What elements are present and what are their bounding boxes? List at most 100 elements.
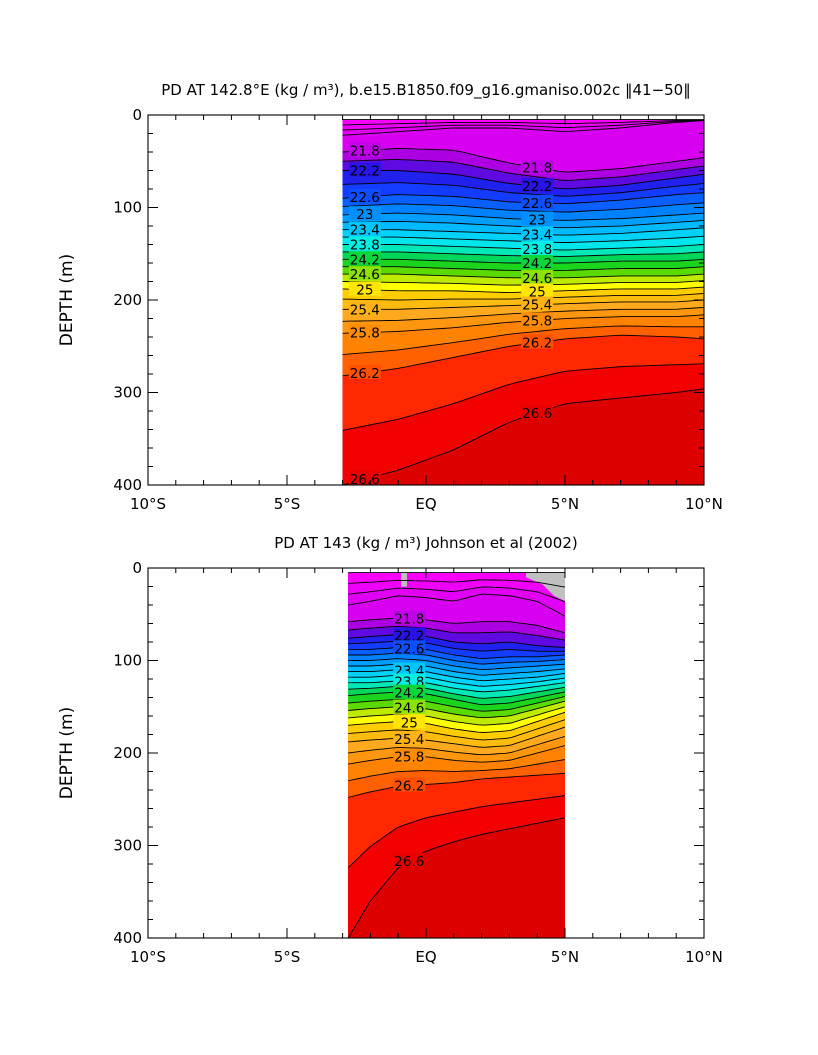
contour-label-bg xyxy=(393,673,426,688)
y-tick-label: 200 xyxy=(113,744,142,762)
contour-line xyxy=(348,674,566,687)
contour-label-bg xyxy=(521,255,554,269)
contour-label-bg xyxy=(521,226,554,241)
contour-line xyxy=(348,706,566,726)
missing-data-region xyxy=(400,572,407,587)
contour-label-bg xyxy=(348,471,381,485)
panel-model-ylabel: DEPTH (m) xyxy=(57,254,77,346)
contour-line xyxy=(342,158,704,181)
contour-label-bg xyxy=(348,324,381,339)
contour-label: 26.2 xyxy=(522,336,552,352)
panel-obs: PD AT 143 (kg / m³) Johnson et al (2002)… xyxy=(57,534,723,1012)
contour-label: 25.4 xyxy=(350,302,380,318)
y-tick-label: 0 xyxy=(132,106,142,124)
contour-label: 22.2 xyxy=(350,164,380,180)
contour-label: 25.4 xyxy=(394,732,424,748)
contour-label: 24.2 xyxy=(394,686,424,702)
contour-line xyxy=(342,325,704,356)
contour-line xyxy=(342,119,704,131)
y-tick-label: 300 xyxy=(113,384,142,402)
contour-label: 26.2 xyxy=(394,779,424,795)
contour-line xyxy=(348,586,566,603)
contour-label-bg xyxy=(521,194,554,209)
contour-label: 24.6 xyxy=(350,267,380,283)
y-tick-label: 400 xyxy=(113,929,142,947)
y-tick-label: 200 xyxy=(113,291,142,309)
panel-obs-contours: 21.822.222.623.423.824.224.62525.425.826… xyxy=(347,572,566,1012)
contour-label: 21.8 xyxy=(350,144,380,160)
contour-line xyxy=(342,202,704,213)
x-tick-label: 10°S xyxy=(130,495,166,513)
contour-label-bg xyxy=(393,853,426,868)
contour-label-bg xyxy=(393,748,426,763)
contour-line xyxy=(342,119,704,126)
contour-label-bg xyxy=(393,714,426,729)
contour-label-bg xyxy=(521,211,554,226)
contour-label-bg xyxy=(348,188,381,203)
panel-obs-ylabel: DEPTH (m) xyxy=(57,707,77,799)
contour-label-bg xyxy=(521,404,554,419)
contour-line xyxy=(348,686,566,699)
contour-label-bg xyxy=(521,241,554,256)
contour-label-bg xyxy=(521,178,554,193)
contour-label-bg xyxy=(393,662,426,677)
contour-label-bg xyxy=(521,283,554,298)
contour-label-bg xyxy=(348,236,381,251)
contour-label-bg xyxy=(393,730,426,745)
missing-data-region xyxy=(526,572,565,602)
contour-line xyxy=(348,772,566,798)
x-tick-label: 5°N xyxy=(551,948,579,966)
contour-label: 22.6 xyxy=(394,641,424,657)
contour-label: 26.2 xyxy=(350,366,380,382)
contour-line xyxy=(348,691,566,706)
contour-line xyxy=(348,745,566,765)
contour-line xyxy=(348,640,565,652)
contour-label-bg xyxy=(348,142,381,157)
panel-obs-title: PD AT 143 (kg / m³) Johnson et al (2002) xyxy=(274,534,577,552)
x-tick-label: EQ xyxy=(415,948,436,966)
contour-label: 23.4 xyxy=(350,223,380,239)
contour-line xyxy=(347,817,566,938)
contour-label: 24.6 xyxy=(522,271,552,287)
x-tick-label: 5°N xyxy=(551,495,579,513)
contour-line xyxy=(342,363,704,431)
contour-line xyxy=(348,669,566,682)
y-tick-label: 400 xyxy=(113,476,142,494)
contour-label: 26.6 xyxy=(522,406,552,422)
contour-label: 23.8 xyxy=(350,238,380,254)
contour-label: 25.4 xyxy=(522,298,552,314)
contour-label-bg xyxy=(348,162,381,177)
contour-label: 25 xyxy=(356,283,373,299)
contour-line xyxy=(348,952,565,1012)
panel-obs-fills xyxy=(348,572,565,938)
x-tick-label: 5°S xyxy=(274,948,301,966)
contour-label-bg xyxy=(348,364,381,379)
contour-label-bg xyxy=(348,251,381,266)
contour-label-bg xyxy=(521,312,554,327)
contour-label: 25 xyxy=(401,715,418,731)
contour-label: 23 xyxy=(529,213,546,229)
x-tick-label: 10°N xyxy=(685,495,723,513)
contour-label: 23 xyxy=(356,207,373,223)
contour-label: 24.2 xyxy=(350,252,380,268)
contour-label: 23.8 xyxy=(522,242,552,258)
panel-model: PD AT 142.8°E (kg / m³), b.e15.B1850.f09… xyxy=(57,81,723,513)
contour-line xyxy=(348,625,566,641)
contour-label-bg xyxy=(348,221,381,236)
contour-line xyxy=(348,647,566,659)
contour-label: 22.6 xyxy=(522,196,552,212)
contour-line xyxy=(348,593,566,617)
contour-line xyxy=(348,663,566,676)
y-tick-label: 100 xyxy=(113,199,142,217)
contour-label: 24.2 xyxy=(522,256,552,272)
contour-label-bg xyxy=(393,684,426,699)
contour-label: 25.8 xyxy=(522,313,552,329)
y-tick-label: 100 xyxy=(113,652,142,670)
contour-label-bg xyxy=(348,281,381,296)
contour-label-bg xyxy=(521,159,554,174)
contour-label: 26.6 xyxy=(394,854,424,870)
contour-label-bg xyxy=(393,777,426,792)
contour-line xyxy=(347,795,566,869)
contour-line xyxy=(342,120,704,136)
